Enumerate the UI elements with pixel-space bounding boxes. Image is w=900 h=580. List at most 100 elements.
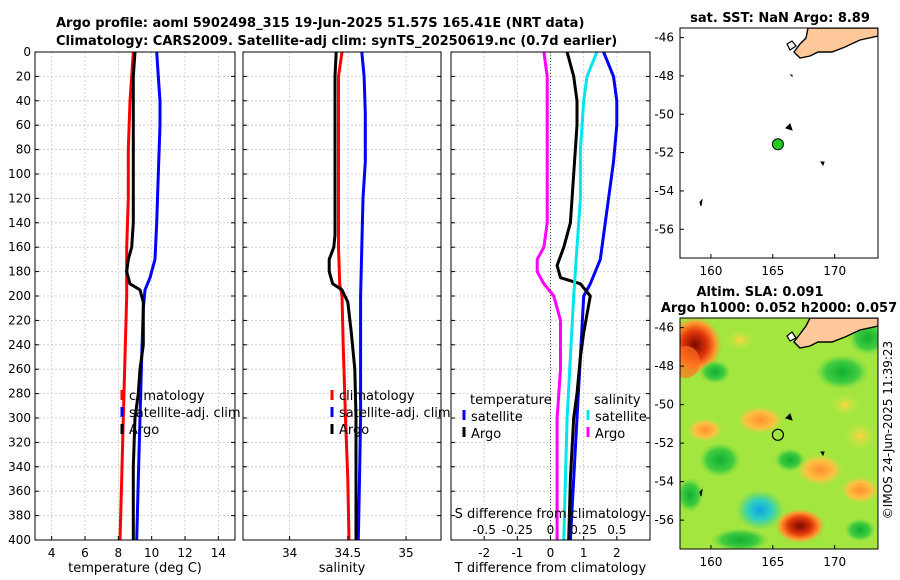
depth-tick-label: 20 xyxy=(16,69,31,83)
difference-panel: -2 -1 0 1 2T difference from climatology temp… xyxy=(450,51,651,576)
depth-tick-label: 260 xyxy=(8,362,31,376)
salinity-series-climatology xyxy=(337,51,351,541)
temperature-xtick-label: 12 xyxy=(177,546,192,560)
salinity-xtick-label: 34.5 xyxy=(334,546,361,560)
temperature-series-climatology xyxy=(118,51,135,541)
figure-title-line1: Argo profile: aoml 5902498_315 19-Jun-20… xyxy=(56,16,584,31)
sla_map-ytick-label: -50 xyxy=(654,398,674,412)
salinity-legend-label: climatology xyxy=(339,389,415,404)
salinity-legend-label: Argo xyxy=(339,423,369,438)
salinity-difference-tick: 0.25 xyxy=(570,523,597,537)
difference-series-s-argo xyxy=(535,51,562,540)
sla_map-xtick-label: 165 xyxy=(761,555,784,569)
depth-tick-label: 60 xyxy=(16,118,31,132)
sla-map-title-line1: Altim. SLA: 0.091 xyxy=(697,285,824,300)
depth-tick-label: 200 xyxy=(8,289,31,303)
difference-series-t-argo xyxy=(555,51,592,541)
sst_map-xtick-label: 160 xyxy=(699,264,722,278)
sla_map-ytick-label: -52 xyxy=(654,436,674,450)
difference-xtick-label: 1 xyxy=(580,546,588,560)
sla-argo-marker xyxy=(771,428,785,441)
temperature-xtick-label: 14 xyxy=(211,546,226,560)
temperature-legend-label: Argo xyxy=(129,423,159,438)
sst_map-xtick-label: 170 xyxy=(823,264,846,278)
salinity-xlabel: salinity xyxy=(319,561,366,576)
depth-tick-label: 400 xyxy=(8,533,31,547)
sst-map-land xyxy=(699,28,878,207)
salinity-xtick-label: 35 xyxy=(398,546,413,560)
difference-series-t-satellite xyxy=(568,51,619,541)
difference-xtick-label: -1 xyxy=(511,546,523,560)
depth-tick-label: 100 xyxy=(8,167,31,181)
depth-tick-label: 80 xyxy=(16,143,31,157)
sst-argo-marker xyxy=(771,138,784,151)
depth-tick-label: 300 xyxy=(8,411,31,425)
sla_map-xtick-label: 170 xyxy=(823,555,846,569)
temperature-xtick-label: 4 xyxy=(48,546,56,560)
legend-temperature-label: satellite xyxy=(471,410,523,425)
difference-xlabel: T difference from climatology xyxy=(454,561,647,576)
figure-title-line2: Climatology: CARS2009. Satellite-adj cli… xyxy=(56,34,617,49)
sst_map-xtick-label: 165 xyxy=(761,264,784,278)
temperature-xtick-label: 8 xyxy=(115,546,123,560)
depth-tick-label: 360 xyxy=(8,484,31,498)
sst-map: 160 165 170 -46 -48 -50 -52 -54 -56 xyxy=(654,27,879,278)
sst_map-ytick-label: -46 xyxy=(654,31,674,45)
depth-tick-label: 240 xyxy=(8,338,31,352)
depth-tick-label: 280 xyxy=(8,387,31,401)
temperature-xtick-label: 10 xyxy=(144,546,159,560)
temperature-series-argo xyxy=(125,51,145,540)
sst_map-ytick-label: -52 xyxy=(654,146,674,160)
salinity-legend-label: satellite-adj. clim xyxy=(339,406,451,421)
copyright-label: ©IMOS 24-Jun-2025 11:39:23 xyxy=(881,341,895,519)
sla_map-ytick-label: -46 xyxy=(654,321,674,335)
difference-series-s-satellite xyxy=(562,51,599,541)
sst-map-axes: 160 165 170 -46 -48 -50 -52 -54 -56 xyxy=(654,31,846,278)
sst_map-ytick-label: -56 xyxy=(654,222,674,236)
difference-xtick-label: -2 xyxy=(478,546,490,560)
salinity-panel: 34 34.5 35 salinity climatology satellite-adj… xyxy=(242,51,451,576)
legend-salinity-label: Argo xyxy=(595,427,625,442)
depth-tick-label: 40 xyxy=(16,94,31,108)
sla-map-axes: 160 165 170 -46 -48 -50 -52 -54 -56 xyxy=(654,321,846,569)
salinity-difference-tick: 0 xyxy=(547,523,555,537)
depth-tick-label: 180 xyxy=(8,265,31,279)
legend-temperature-label: Argo xyxy=(471,427,501,442)
temperature-series-satellite-adj-clim xyxy=(135,51,162,541)
sla-map-field xyxy=(680,318,878,549)
depth-tick-label: 320 xyxy=(8,435,31,449)
temperature-legend-label: climatology xyxy=(129,389,205,404)
salinity-difference-tick: -0.5 xyxy=(472,523,495,537)
sla_map-ytick-label: -54 xyxy=(654,475,674,489)
sla_map-xtick-label: 160 xyxy=(699,555,722,569)
sla-map-title-line2: Argo h1000: 0.052 h2000: 0.057 xyxy=(661,301,897,316)
salinity-difference-label: S difference from climatology xyxy=(455,507,647,522)
depth-tick-label: 140 xyxy=(8,216,31,230)
sst_map-ytick-label: -54 xyxy=(654,184,674,198)
sst-map-title: sat. SST: NaN Argo: 8.89 xyxy=(690,11,870,26)
depth-tick-label: 160 xyxy=(8,240,31,254)
sla-map-frame xyxy=(679,317,879,550)
sst_map-ytick-label: -50 xyxy=(654,107,674,121)
temperature-panel: 4 6 8 10 12 14 temperature (deg C) 0 20 40 60 80 100… xyxy=(8,45,241,576)
difference-xtick-label: 0 xyxy=(547,546,555,560)
depth-tick-label: 220 xyxy=(8,313,31,327)
depth-tick-label: 120 xyxy=(8,191,31,205)
sst_map-ytick-label: -48 xyxy=(654,69,674,83)
temperature-xtick-label: 6 xyxy=(81,546,89,560)
salinity-difference-tick: 0.5 xyxy=(607,523,626,537)
legend-salinity-title: salinity xyxy=(594,393,641,408)
sla-map: 160 165 170 -46 -48 -50 -52 -54 -56 xyxy=(654,317,879,569)
depth-tick-label: 0 xyxy=(23,45,31,59)
sla_map-ytick-label: -56 xyxy=(654,513,674,527)
legend-salinity-label: satellite xyxy=(595,410,647,425)
legend-temperature-title: temperature xyxy=(470,393,552,408)
depth-tick-label: 340 xyxy=(8,460,31,474)
salinity-series-satellite-adj-clim xyxy=(356,51,367,541)
temperature-legend-label: satellite-adj. clim xyxy=(129,406,241,421)
salinity-difference-tick: -0.25 xyxy=(502,523,533,537)
salinity-series-argo xyxy=(327,51,358,540)
temperature-xlabel: temperature (deg C) xyxy=(68,561,202,576)
